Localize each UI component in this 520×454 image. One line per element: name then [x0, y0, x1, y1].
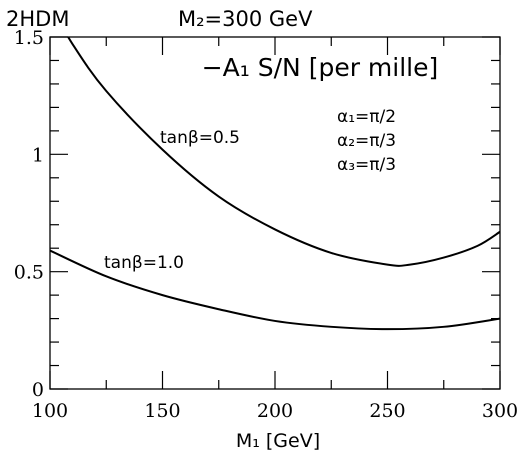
alpha1-annotation: α₁=π/2 — [337, 107, 396, 127]
series-label-tanb10: tanβ=1.0 — [104, 253, 184, 273]
series-label-tanb05: tanβ=0.5 — [160, 128, 240, 148]
x-tick-label: 250 — [369, 400, 405, 422]
mass-label: M₂=300 GeV — [178, 7, 313, 31]
model-label: 2HDM — [6, 7, 69, 31]
series-line-1 — [50, 249, 500, 331]
x-tick-label: 150 — [144, 400, 180, 422]
y-tick-label: 1.5 — [14, 27, 44, 49]
y-tick-label: 1 — [32, 144, 44, 166]
alpha2-annotation: α₂=π/3 — [337, 131, 396, 151]
tick-labels: 100 150 200 250 300 0 0.5 1 1.5 — [14, 27, 518, 422]
axis-ticks — [49, 36, 501, 390]
series-line-0 — [66, 37, 500, 267]
x-tick-label: 100 — [32, 400, 68, 422]
y-tick-label: 0 — [32, 379, 44, 401]
y-tick-label: 0.5 — [14, 262, 44, 284]
x-axis-label: M₁ [GeV] — [236, 430, 320, 452]
series-curves — [50, 37, 500, 331]
x-tick-label: 200 — [257, 400, 293, 422]
alpha3-annotation: α₃=π/3 — [337, 155, 396, 175]
plot-frame — [49, 36, 501, 390]
chart-title: −A₁ S/N [per mille] — [202, 53, 439, 82]
x-tick-label: 300 — [482, 400, 518, 422]
